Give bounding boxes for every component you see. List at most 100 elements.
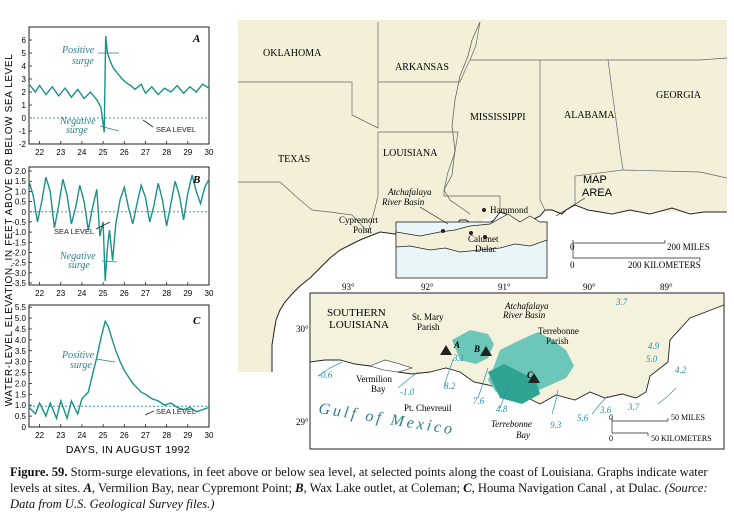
y-tick-label: 0 [22, 208, 27, 217]
label-dulac: Dulac [475, 244, 497, 254]
contour-value: 5.0 [646, 354, 658, 364]
contour-value: 8.2 [444, 381, 456, 391]
x-tick-label: 24 [77, 148, 86, 157]
x-tick-label: 22 [35, 148, 44, 157]
annotation-negative-surge-a-2: surge [66, 125, 88, 136]
figure-canvas: WATER-LEVEL ELEVATION, IN FEET ABOVE OR … [4, 20, 728, 456]
state-label-alabama: ALABAMA [564, 110, 615, 121]
x-tick-label: 29 [183, 148, 192, 157]
y-tick-label: 4 [22, 62, 27, 71]
scale-miles-zero: 0 [570, 242, 575, 252]
y-tick-label: -0.5 [12, 218, 26, 227]
y-tick-label: 5.0 [15, 314, 27, 323]
inset-title-louisiana: LOUISIANA [329, 319, 389, 331]
label-terrebonne-bay-2: Bay [516, 430, 530, 440]
annotation-positive-surge-a: Positive [61, 45, 95, 56]
inset-map: A B C -0.6 -1.0 3.1 8.2 7.6 4.8 9.3 5.6 … [296, 282, 725, 450]
y-tick-label: 3.5 [15, 347, 27, 356]
y-tick-label: 3.0 [15, 358, 27, 367]
inset-scale-km-max: 50 KILOMETERS [651, 434, 712, 443]
contour-value: 3.7 [615, 297, 628, 307]
series-line-a [28, 36, 210, 133]
y-tick-label: 0 [22, 114, 27, 123]
contour-value: 7.6 [473, 396, 485, 406]
site-marker-c [528, 373, 540, 383]
x-axis-title: DAYS, IN AUGUST 1992 [66, 444, 190, 456]
state-label-texas: TEXAS [278, 154, 310, 165]
x-tick-label: 28 [162, 148, 171, 157]
annotation-positive-surge-c-2: surge [70, 360, 92, 371]
contour-value: 3.7 [627, 402, 640, 412]
y-tick-label: -1.0 [12, 228, 26, 237]
label-pt-chevreuil: Pt. Chevreuil [404, 403, 452, 413]
label-terrebonne-parish-2: Parish [546, 336, 569, 346]
y-axis-title: WATER-LEVEL ELEVATION, IN FEET ABOVE OR … [4, 54, 15, 407]
y-tick-label: 6 [22, 36, 27, 45]
y-tick-label: -1 [19, 127, 27, 136]
map-scale-bar [572, 240, 701, 261]
contour-value: 4.9 [648, 341, 660, 351]
state-label-georgia: GEORGIA [656, 90, 702, 101]
label-st-mary-2: Parish [417, 322, 440, 332]
x-tick-label: 29 [183, 431, 192, 440]
x-tick-label: 22 [35, 289, 44, 298]
annotation-negative-surge-b-2: surge [68, 260, 90, 271]
scale-km-max: 200 KILOMETERS [628, 260, 701, 270]
panel-letter-b: B [192, 174, 200, 186]
site-marker-a [440, 345, 452, 355]
x-tick-label: 25 [99, 431, 108, 440]
y-tick-label: -2 [19, 140, 27, 149]
latitude-label: 30° [296, 324, 309, 334]
y-tick-label: -2.0 [12, 248, 26, 257]
inset-scale-miles-max: 50 MILES [671, 413, 705, 422]
label-map-area: MAP [583, 174, 607, 186]
x-tick-label: 24 [77, 431, 86, 440]
figure-caption: Figure. 59. Storm-surge elevations, in f… [10, 464, 726, 512]
y-tick-label: 1.5 [15, 390, 27, 399]
annotation-sea-level-c: SEA LEVEL [156, 407, 196, 416]
label-inset-atchafalaya-2: River Basin [502, 310, 546, 320]
contour-value: 3.6 [599, 405, 612, 415]
y-tick-label: 0.5 [15, 198, 27, 207]
state-label-mississippi: MISSISSIPPI [470, 112, 526, 123]
x-tick-label: 25 [99, 148, 108, 157]
y-tick-label: -2.5 [12, 259, 26, 268]
caption-body: Storm-surge elevations, in feet above or… [10, 465, 708, 495]
y-tick-label: -3.0 [12, 269, 26, 278]
label-calumet: Calumet [468, 234, 499, 244]
x-tick-label: 30 [205, 148, 214, 157]
caption-site-a: , Vermilion Bay, near Cypremont Point; [91, 481, 296, 495]
label-cypremort: Cypremort [339, 215, 378, 225]
inset-scale-km-zero: 0 [609, 434, 613, 443]
state-label-louisiana: LOUISIANA [383, 148, 438, 159]
label-inset-atchafalaya: Atchafalaya [504, 301, 549, 311]
label-hammond: Hammond [490, 205, 528, 215]
y-tick-label: 2.0 [15, 167, 27, 176]
annotation-positive-surge-a-2: surge [72, 56, 94, 67]
contour-value: 4.8 [496, 404, 508, 414]
longitude-label: 89° [660, 282, 673, 292]
contour-value: 5.6 [577, 413, 589, 423]
x-tick-label: 23 [56, 431, 65, 440]
x-tick-label: 29 [183, 289, 192, 298]
x-tick-label: 30 [205, 289, 214, 298]
caption-letter-c: C [463, 481, 472, 495]
label-cypremort-2: Point [353, 225, 373, 235]
x-tick-label: 24 [77, 289, 86, 298]
caption-site-c: , Houma Navigation Canal , at Dulac. [471, 481, 662, 495]
site-letter-a: A [453, 340, 460, 350]
contour-value: -0.6 [318, 370, 333, 380]
y-tick-label: 0.5 [15, 412, 27, 421]
y-tick-label: 1.5 [15, 177, 27, 186]
annotation-sea-level-b: SEA LEVEL [54, 227, 94, 236]
contour-value: 9.3 [550, 420, 562, 430]
y-tick-label: 1.0 [15, 187, 27, 196]
site-letter-b: B [473, 344, 480, 354]
y-tick-label: 1.0 [15, 401, 27, 410]
y-tick-label: 3 [22, 75, 27, 84]
x-tick-label: 22 [35, 431, 44, 440]
y-tick-label: 5.5 [15, 303, 27, 312]
inset-title-southern: SOUTHERN [327, 307, 386, 319]
y-tick-label: 2.5 [15, 369, 27, 378]
caption-source: (Source: Data from U.S. Geological Surve… [10, 481, 708, 511]
